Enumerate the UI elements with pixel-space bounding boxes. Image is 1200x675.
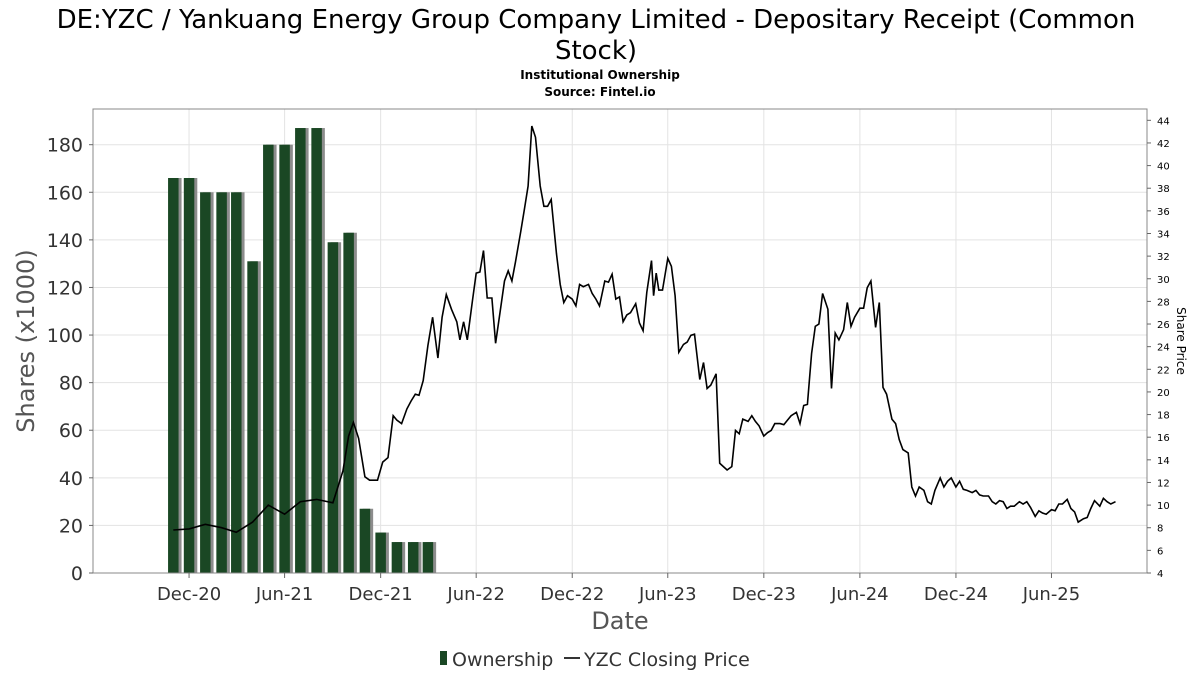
ownership-bar: [343, 232, 354, 573]
ownership-bar: [279, 144, 290, 573]
left-axis-ticks: 0 20 40 60 80 100 120 140 160 180: [47, 135, 93, 585]
ownership-bar: [422, 542, 434, 573]
right-tick-label: 16: [1157, 433, 1170, 444]
ownership-bar: [231, 192, 242, 574]
left-tick-label: 180: [47, 135, 83, 157]
chart-source: Source: Fintel.io: [544, 85, 655, 99]
right-tick-label: 44: [1157, 116, 1170, 127]
ownership-bar: [375, 532, 386, 573]
right-tick-label: 40: [1157, 162, 1170, 173]
legend: Ownership YZC Closing Price: [440, 649, 750, 671]
y2-axis-label: Share Price: [1174, 307, 1188, 375]
ownership-bar: [295, 128, 306, 574]
ownership-bars: [168, 128, 437, 574]
x-tick-label: Jun-25: [1022, 584, 1081, 605]
legend-price-label: YZC Closing Price: [583, 649, 750, 671]
ownership-bar: [216, 192, 227, 574]
x-tick-label: Jun-24: [830, 584, 889, 605]
left-tick-label: 120: [47, 277, 83, 299]
price-line: [173, 125, 1116, 534]
right-axis-ticks: 4 6 8 10 12 14 16 18 20 22 24 26 28 30 32 34 36 38 40 42 44: [1147, 116, 1170, 580]
ownership-bar: [311, 128, 322, 574]
right-tick-label: 18: [1157, 411, 1170, 422]
right-tick-label: 6: [1157, 546, 1163, 557]
left-tick-label: 160: [47, 182, 83, 204]
x-tick-label: Dec-22: [540, 584, 604, 605]
right-tick-label: 32: [1157, 252, 1170, 263]
ownership-bar: [391, 542, 403, 573]
x-tick-label: Dec-23: [732, 584, 796, 605]
left-tick-label: 40: [59, 468, 83, 490]
right-tick-label: 20: [1157, 388, 1170, 399]
chart-title-line-1: DE:YZC / Yankuang Energy Group Company L…: [57, 5, 1136, 35]
ownership-bar: [247, 261, 258, 573]
ownership-bar: [263, 144, 274, 573]
plot-border: [92, 108, 1148, 574]
left-tick-label: 0: [71, 563, 83, 585]
x-tick-label: Jun-21: [255, 584, 314, 605]
right-tick-label: 42: [1157, 139, 1170, 150]
x-tick-label: Dec-20: [157, 584, 221, 605]
ownership-bar: [200, 192, 211, 574]
right-tick-label: 36: [1157, 207, 1170, 218]
ownership-bar: [327, 242, 339, 573]
ownership-bar: [407, 542, 419, 573]
ownership-bar: [168, 178, 179, 573]
right-tick-label: 14: [1157, 456, 1170, 467]
x-tick-label: Jun-23: [638, 584, 697, 605]
left-tick-label: 100: [47, 325, 83, 347]
chart-subtitle: Institutional Ownership: [520, 68, 680, 82]
y-axis-label: Shares (x1000): [12, 249, 40, 432]
x-axis-ticks: Dec-20 Jun-21 Dec-21 Jun-22 Dec-22 Jun-23 Dec-…: [157, 573, 1080, 605]
ownership-bar: [183, 178, 195, 573]
legend-ownership-label: Ownership: [452, 649, 553, 671]
right-tick-label: 8: [1157, 524, 1163, 535]
right-tick-label: 34: [1157, 229, 1170, 240]
right-tick-label: 26: [1157, 320, 1170, 331]
chart-title-line-2: Stock): [555, 36, 637, 66]
left-tick-label: 60: [59, 420, 83, 442]
right-tick-label: 22: [1157, 365, 1170, 376]
right-tick-label: 24: [1157, 343, 1170, 354]
right-tick-label: 12: [1157, 478, 1170, 489]
x-tick-label: Dec-24: [924, 584, 988, 605]
left-tick-label: 140: [47, 230, 83, 252]
right-tick-label: 28: [1157, 297, 1170, 308]
left-tick-label: 20: [59, 515, 83, 537]
right-tick-label: 30: [1157, 275, 1170, 286]
x-tick-label: Dec-21: [349, 584, 413, 605]
x-tick-label: Jun-22: [446, 584, 505, 605]
left-tick-label: 80: [59, 373, 83, 395]
right-tick-label: 38: [1157, 184, 1170, 195]
legend-ownership-swatch: [440, 651, 447, 665]
x-axis-label: Date: [591, 607, 648, 635]
right-tick-label: 4: [1157, 569, 1163, 580]
right-tick-label: 10: [1157, 501, 1170, 512]
ownership-bar: [359, 508, 371, 573]
